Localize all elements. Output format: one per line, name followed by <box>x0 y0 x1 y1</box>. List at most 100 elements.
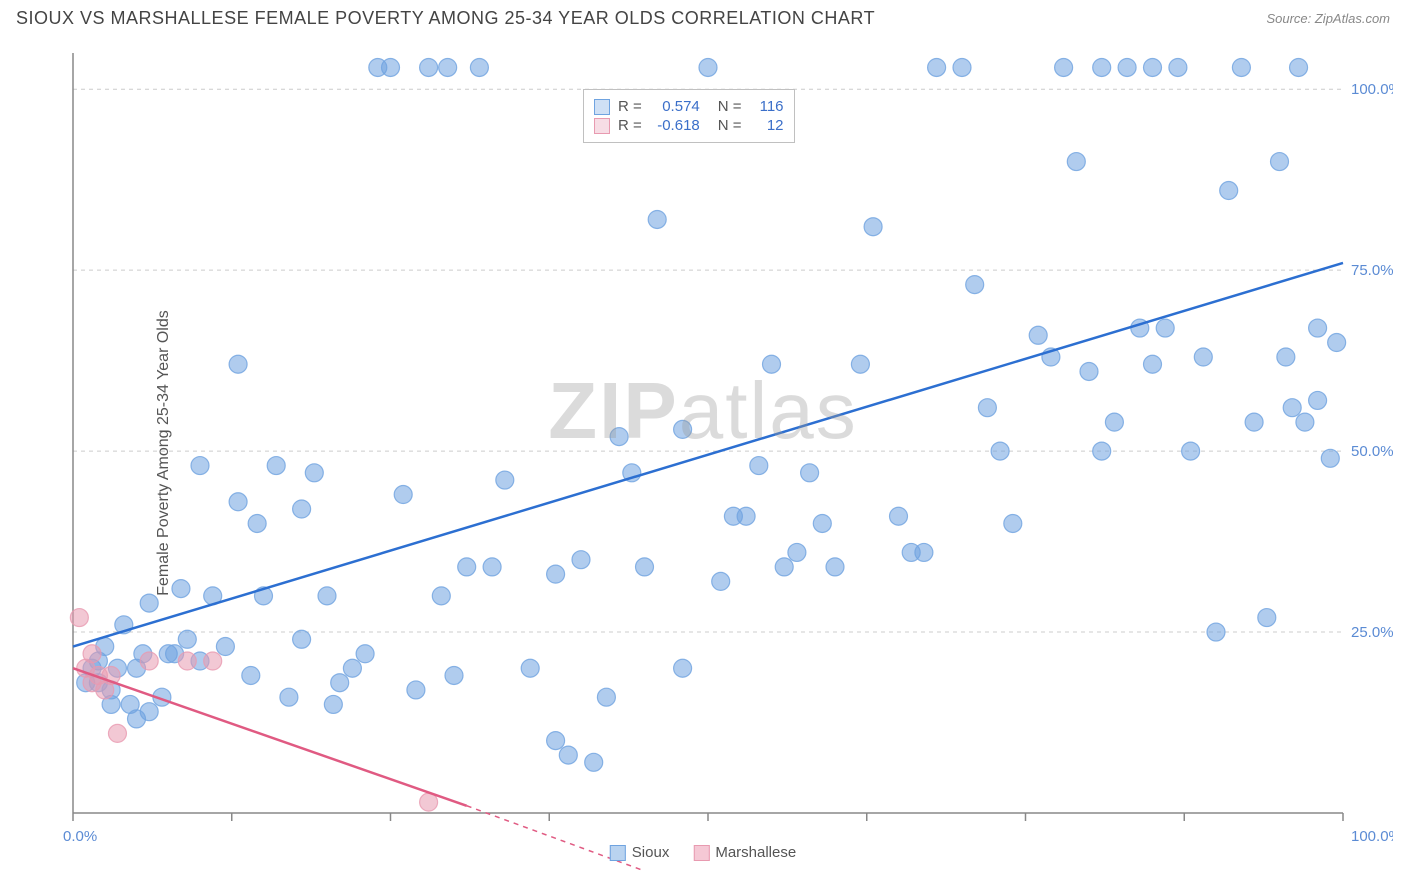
chart-container: Female Poverty Among 25-34 Year Olds ZIP… <box>13 33 1393 873</box>
data-point <box>280 688 298 706</box>
data-point <box>559 746 577 764</box>
data-point <box>1220 182 1238 200</box>
source-attribution: Source: ZipAtlas.com <box>1266 11 1390 26</box>
data-point <box>331 674 349 692</box>
n-value: 12 <box>750 117 784 134</box>
r-value: 0.574 <box>650 98 700 115</box>
data-point <box>699 58 717 76</box>
data-point <box>1055 58 1073 76</box>
data-point <box>483 558 501 576</box>
data-point <box>1309 391 1327 409</box>
data-point <box>864 218 882 236</box>
data-point <box>1290 58 1308 76</box>
correlation-stats-box: R =0.574N =116R =-0.618N =12 <box>583 89 795 143</box>
data-point <box>191 457 209 475</box>
data-point <box>248 514 266 532</box>
data-point <box>242 666 260 684</box>
data-point <box>470 58 488 76</box>
data-point <box>1144 355 1162 373</box>
data-point <box>1169 58 1187 76</box>
data-point <box>1258 609 1276 627</box>
legend-item: Marshallese <box>693 844 796 861</box>
data-point <box>83 645 101 663</box>
legend-item: Sioux <box>610 844 670 861</box>
data-point <box>1118 58 1136 76</box>
series-swatch <box>610 845 626 861</box>
n-label: N = <box>718 117 742 134</box>
data-point <box>585 753 603 771</box>
data-point <box>140 652 158 670</box>
r-label: R = <box>618 98 642 115</box>
data-point <box>1093 58 1111 76</box>
data-point <box>1232 58 1250 76</box>
data-point <box>178 630 196 648</box>
data-point <box>890 507 908 525</box>
data-point <box>439 58 457 76</box>
data-point <box>788 543 806 561</box>
data-point <box>496 471 514 489</box>
data-point <box>1271 153 1289 171</box>
data-point <box>597 688 615 706</box>
data-point <box>293 500 311 518</box>
data-point <box>1309 319 1327 337</box>
data-point <box>1029 326 1047 344</box>
stats-row: R =-0.618N =12 <box>594 117 784 134</box>
series-swatch <box>594 118 610 134</box>
data-point <box>851 355 869 373</box>
svg-text:100.0%: 100.0% <box>1351 828 1393 845</box>
data-point <box>394 486 412 504</box>
data-point <box>1194 348 1212 366</box>
data-point <box>978 399 996 417</box>
data-point <box>813 514 831 532</box>
series-legend: Sioux Marshallese <box>610 844 796 861</box>
data-point <box>826 558 844 576</box>
data-point <box>953 58 971 76</box>
data-point <box>763 355 781 373</box>
data-point <box>178 652 196 670</box>
data-point <box>991 442 1009 460</box>
r-label: R = <box>618 117 642 134</box>
data-point <box>521 659 539 677</box>
data-point <box>1093 442 1111 460</box>
n-value: 116 <box>750 98 784 115</box>
svg-text:50.0%: 50.0% <box>1351 443 1393 460</box>
data-point <box>407 681 425 699</box>
data-point <box>928 58 946 76</box>
data-point <box>801 464 819 482</box>
svg-text:100.0%: 100.0% <box>1351 81 1393 98</box>
data-point <box>775 558 793 576</box>
data-point <box>547 732 565 750</box>
data-point <box>229 355 247 373</box>
chart-title: SIOUX VS MARSHALLESE FEMALE POVERTY AMON… <box>16 8 875 29</box>
data-point <box>674 659 692 677</box>
data-point <box>305 464 323 482</box>
data-point <box>293 630 311 648</box>
data-point <box>1105 413 1123 431</box>
data-point <box>648 210 666 228</box>
data-point <box>1277 348 1295 366</box>
data-point <box>1144 58 1162 76</box>
data-point <box>966 276 984 294</box>
data-point <box>432 587 450 605</box>
data-point <box>343 659 361 677</box>
svg-text:75.0%: 75.0% <box>1351 262 1393 279</box>
data-point <box>915 543 933 561</box>
n-label: N = <box>718 98 742 115</box>
data-point <box>1328 334 1346 352</box>
data-point <box>750 457 768 475</box>
data-point <box>1321 449 1339 467</box>
data-point <box>172 580 190 598</box>
svg-text:25.0%: 25.0% <box>1351 624 1393 641</box>
data-point <box>1296 413 1314 431</box>
legend-label: Sioux <box>632 844 670 861</box>
data-point <box>1080 362 1098 380</box>
data-point <box>1283 399 1301 417</box>
data-point <box>108 724 126 742</box>
legend-label: Marshallese <box>715 844 796 861</box>
data-point <box>216 638 234 656</box>
data-point <box>1067 153 1085 171</box>
data-point <box>572 551 590 569</box>
data-point <box>324 695 342 713</box>
data-point <box>610 428 628 446</box>
data-point <box>636 558 654 576</box>
